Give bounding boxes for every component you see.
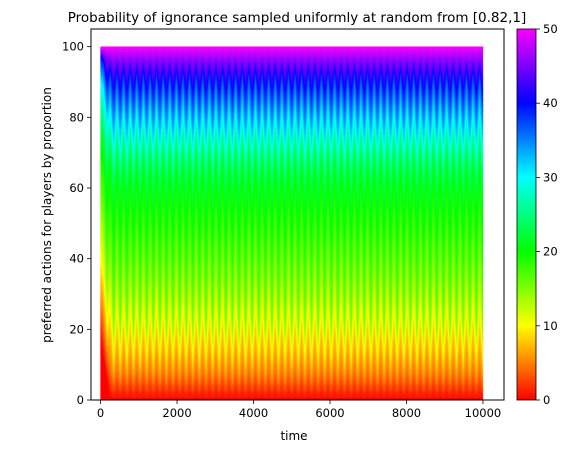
y-tick-label: 0: [77, 393, 84, 407]
y-tick-label: 100: [62, 40, 84, 54]
y-tick-label: 80: [69, 110, 84, 124]
x-tick-label: 8000: [392, 406, 421, 420]
y-tick-label: 60: [69, 181, 84, 195]
chart-title: Probability of ignorance sampled uniform…: [68, 10, 527, 26]
y-axis-label: preferred actions for players by proport…: [40, 87, 54, 343]
plot-area: [100, 46, 484, 400]
colorbar-tick-label: 30: [543, 170, 558, 184]
colorbar-tick-label: 40: [543, 96, 558, 110]
x-tick-label: 6000: [315, 406, 344, 420]
colorbar: [517, 29, 536, 400]
x-axis-ticks: 0 2000 4000 6000 8000 10000: [97, 400, 501, 420]
x-axis-label: time: [280, 429, 307, 443]
colorbar-frame: [516, 28, 537, 401]
y-tick-label: 40: [69, 252, 84, 266]
colorbar-tick-label: 20: [543, 245, 558, 259]
area-band-50: [100, 46, 484, 49]
x-tick-label: 2000: [162, 406, 191, 420]
y-axis-ticks: 0 20 40 60 80 100: [62, 40, 91, 407]
plot-frame: [90, 28, 505, 401]
colorbar-tick-label: 10: [543, 319, 558, 333]
colorbar-tick-label: 0: [543, 393, 550, 407]
x-tick-label: 4000: [239, 406, 268, 420]
colorbar-ticks: 0 10 20 30 40 50: [536, 22, 558, 407]
x-tick-label: 10000: [465, 406, 502, 420]
colorbar-tick-label: 50: [543, 22, 558, 36]
y-tick-label: 20: [69, 322, 84, 336]
x-tick-label: 0: [97, 406, 104, 420]
stacked-area-bands: [100, 46, 484, 400]
